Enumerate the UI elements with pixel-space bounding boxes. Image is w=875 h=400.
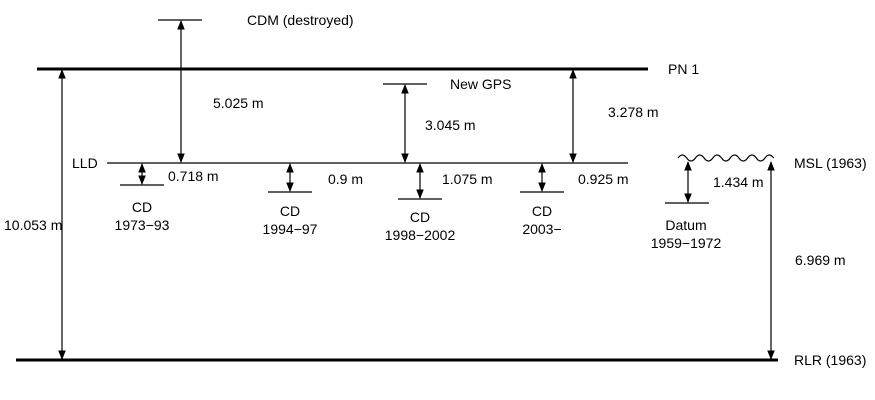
datum-period: 1959−1972 (651, 235, 722, 251)
measure-cdm-lld: 5.025 m (213, 95, 264, 111)
measure-lld-cd1998: 1.075 m (442, 171, 493, 187)
measure-lld-cd2003: 0.925 m (578, 171, 629, 187)
measure-msl-datum: 1.434 m (713, 174, 764, 190)
wave-icon (677, 154, 775, 162)
measure-lld-cd1973: 0.718 m (168, 168, 219, 184)
new-gps-label: New GPS (450, 76, 511, 92)
cd-1998-name: CD (410, 209, 430, 225)
cd-1994-name: CD (280, 203, 300, 219)
cd-1973-period: 1973−93 (115, 217, 170, 233)
rlr-label: RLR (1963) (794, 352, 866, 368)
msl-label: MSL (1963) (794, 155, 867, 171)
pn1-label: PN 1 (668, 61, 699, 77)
measure-pn1-lld: 3.278 m (608, 104, 659, 120)
measure-lld-cd1994: 0.9 m (328, 171, 363, 187)
cd-1998-period: 1998−2002 (385, 227, 456, 243)
measure-gps-lld: 3.045 m (425, 117, 476, 133)
cd-1973-name: CD (132, 199, 152, 215)
measure-pn1-rlr: 10.053 m (4, 217, 62, 233)
datum-name: Datum (665, 217, 706, 233)
measure-msl-rlr: 6.969 m (795, 252, 846, 268)
cd-2003-period: 2003− (522, 221, 561, 237)
cd-2003-name: CD (532, 203, 552, 219)
cd-1994-period: 1994−97 (263, 221, 318, 237)
cdm-label: CDM (destroyed) (247, 12, 354, 28)
lld-label: LLD (72, 155, 98, 171)
